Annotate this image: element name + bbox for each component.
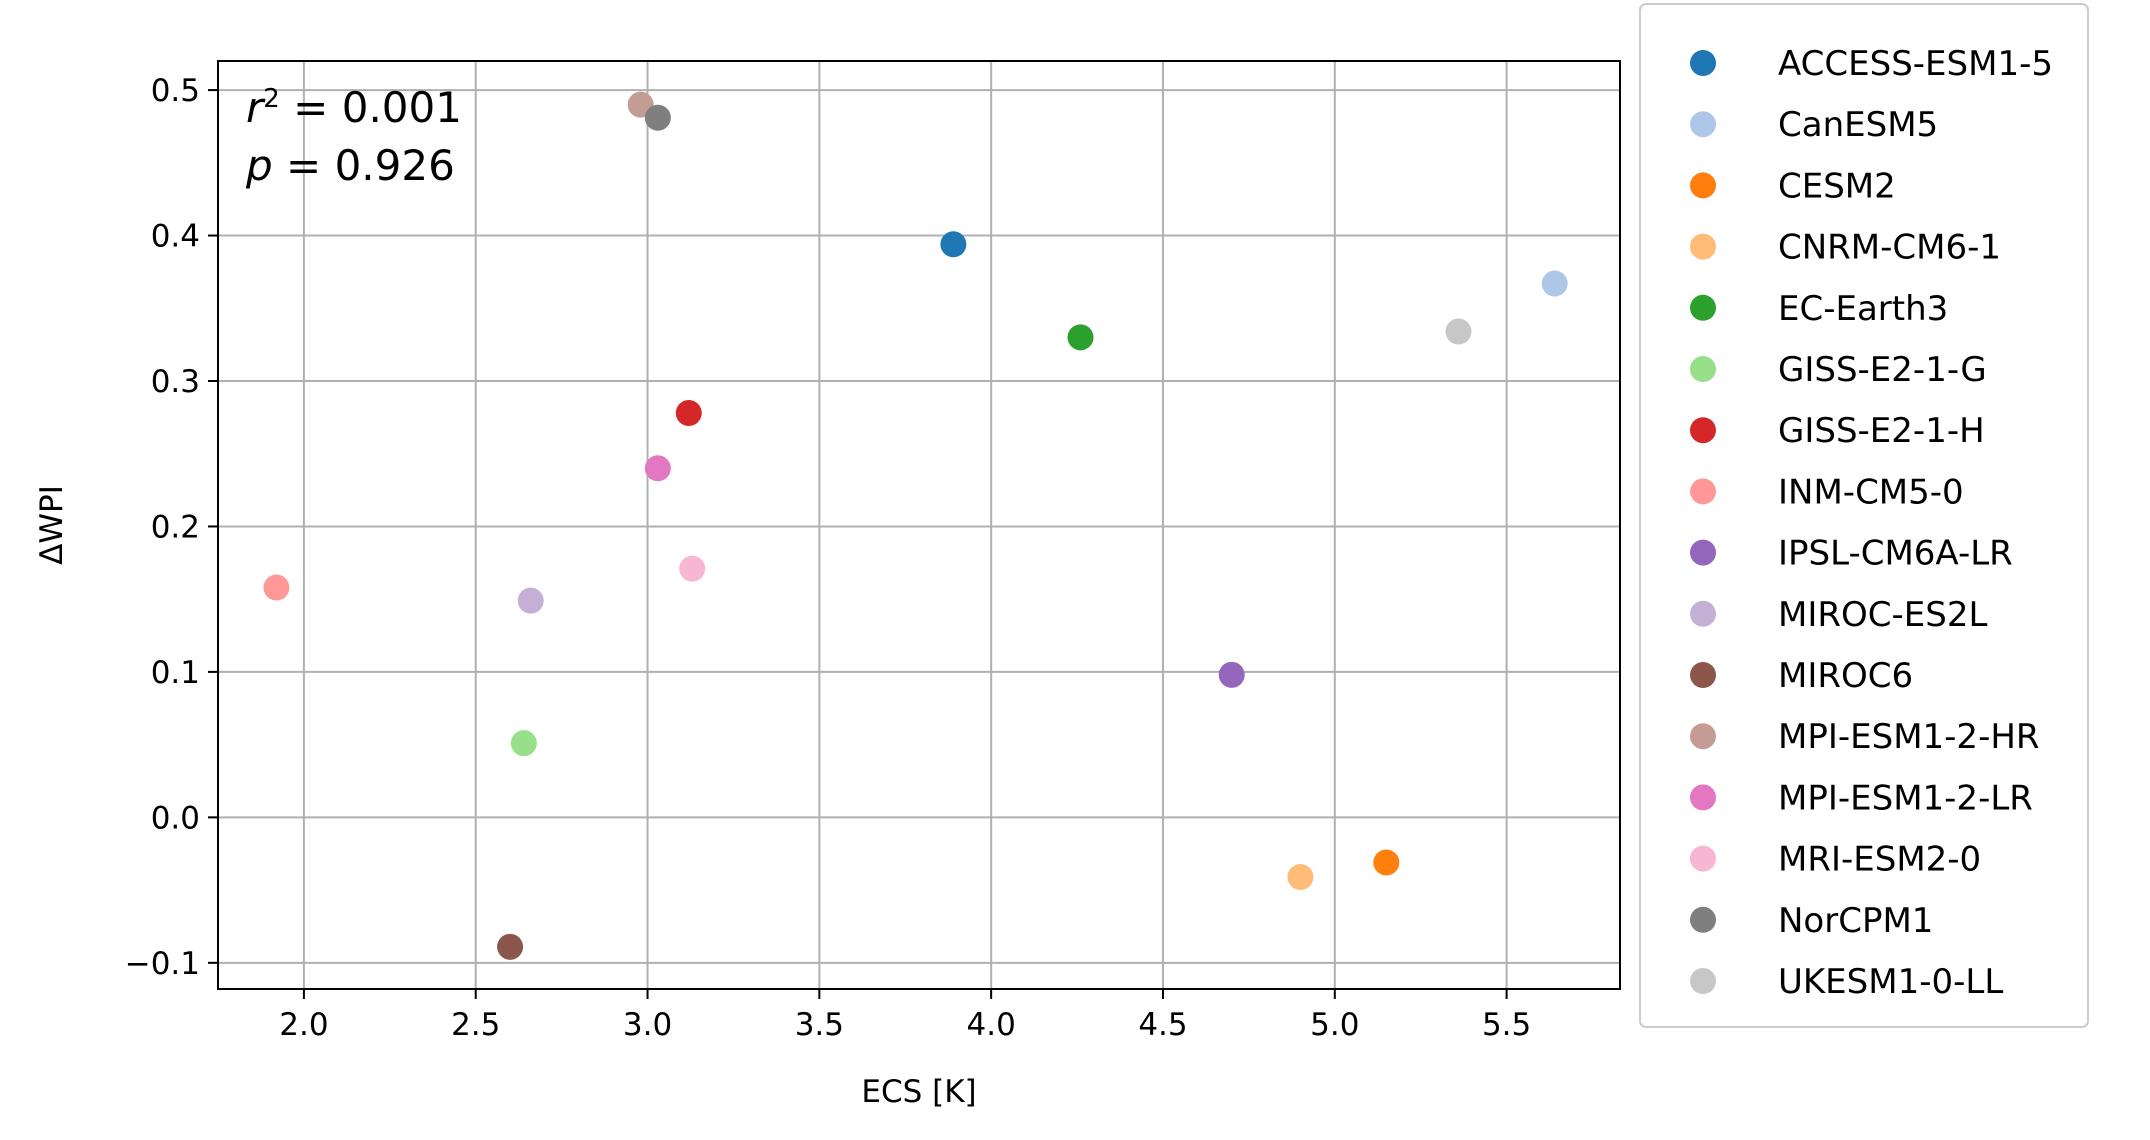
data-point: [1067, 324, 1094, 351]
legend-entry: CanESM5: [1690, 105, 1938, 145]
legend-label: GISS-E2-1-G: [1778, 350, 1987, 390]
legend-label: MPI-ESM1-2-HR: [1778, 717, 2040, 757]
legend-items: ACCESS-ESM1-5 CanESM5 CESM2 CNRM-CM6-1 EC-Ea…: [1690, 44, 2053, 1002]
legend-label: MIROC6: [1778, 656, 1913, 696]
legend-label: MRI-ESM2-0: [1778, 840, 1981, 880]
data-point: [1287, 864, 1314, 890]
p-value-annotation: p = 0.926: [245, 141, 455, 190]
data-point: [940, 231, 967, 258]
data-point: [644, 104, 671, 131]
legend-entry: NorCPM1: [1690, 901, 1933, 941]
y-tick-label: −0.1: [125, 946, 200, 982]
legend-entry: MIROC-ES2L: [1690, 595, 1987, 635]
legend-entry: MPI-ESM1-2-HR: [1690, 717, 2040, 757]
legend-entry: MRI-ESM2-0: [1690, 840, 1981, 880]
legend-marker: [1690, 172, 1716, 199]
legend-entry: ACCESS-ESM1-5: [1690, 44, 2053, 84]
x-tick-label: 3.0: [623, 1007, 672, 1043]
legend-label: MPI-ESM1-2-LR: [1778, 778, 2033, 818]
y-tick-label: 0.1: [151, 655, 200, 691]
x-axis-label: ECS [K]: [861, 1074, 976, 1110]
legend-label: UKESM1-0-LL: [1778, 962, 2003, 1002]
data-point: [517, 587, 544, 614]
data-point: [1445, 318, 1472, 345]
legend-label: EC-Earth3: [1778, 289, 1948, 329]
legend-entry: CNRM-CM6-1: [1690, 228, 2001, 268]
p-symbol: p: [245, 141, 273, 190]
data-point: [1373, 849, 1400, 876]
legend-entry: GISS-E2-1-G: [1690, 350, 1987, 390]
legend-marker: [1690, 111, 1716, 138]
legend-label: CNRM-CM6-1: [1778, 228, 2001, 268]
legend-marker: [1690, 968, 1716, 994]
legend-entry: EC-Earth3: [1690, 289, 1948, 329]
data-points: [263, 91, 1568, 960]
legend-marker: [1690, 356, 1716, 382]
legend-marker: [1690, 294, 1716, 321]
y-tick-label: 0.4: [151, 219, 200, 255]
data-point: [263, 574, 290, 601]
r-squared-annotation: r2 = 0.001: [246, 83, 462, 132]
legend-label: IPSL-CM6A-LR: [1778, 534, 2013, 574]
legend-label: ACCESS-ESM1-5: [1778, 44, 2053, 84]
x-tick-label: 4.0: [967, 1007, 1016, 1043]
legend-marker: [1690, 233, 1716, 260]
data-point: [1541, 270, 1568, 297]
legend-entry: GISS-E2-1-H: [1690, 411, 1985, 451]
grid-lines: [218, 61, 1620, 989]
legend-entry: UKESM1-0-LL: [1690, 962, 2003, 1002]
y-tick-label: 0.5: [151, 73, 200, 109]
legend-entry: MPI-ESM1-2-LR: [1690, 778, 2033, 818]
legend-label: GISS-E2-1-H: [1778, 411, 1985, 451]
r-value: = 0.001: [280, 83, 462, 132]
legend-label: MIROC-ES2L: [1778, 595, 1987, 635]
plot-frame: [217, 60, 1621, 990]
r-symbol: r: [246, 83, 266, 132]
legend: ACCESS-ESM1-5 CanESM5 CESM2 CNRM-CM6-1 EC-Ea…: [1639, 3, 2089, 1028]
data-point: [1218, 661, 1245, 688]
legend-entry: INM-CM5-0: [1690, 472, 1964, 512]
legend-marker: [1690, 50, 1716, 76]
x-tick-label: 5.0: [1310, 1007, 1359, 1043]
legend-frame: [1639, 3, 2089, 1028]
legend-marker: [1690, 417, 1716, 444]
legend-entry: IPSL-CM6A-LR: [1690, 534, 2013, 574]
data-point: [510, 730, 537, 757]
legend-label: NorCPM1: [1778, 901, 1933, 941]
legend-marker: [1690, 906, 1716, 933]
x-tick-label: 2.5: [451, 1007, 500, 1043]
legend-marker: [1690, 784, 1716, 811]
y-tick-label: 0.3: [151, 364, 200, 400]
x-tick-label: 3.5: [795, 1007, 844, 1043]
data-point: [675, 400, 702, 426]
legend-label: INM-CM5-0: [1778, 472, 1964, 512]
r-exponent: 2: [263, 84, 280, 114]
axis-ticks: 2.0 2.5 3.0 3.5 4.0 4.5 5.0 5.5 −0.1 0.0 0.1 0.2 0.3…: [125, 73, 1532, 1043]
y-tick-label: 0.0: [151, 800, 200, 836]
legend-entry: MIROC6: [1690, 656, 1913, 696]
legend-marker: [1690, 478, 1716, 505]
x-tick-label: 2.0: [279, 1007, 328, 1043]
legend-marker: [1690, 600, 1716, 627]
data-point: [497, 933, 524, 960]
legend-marker: [1690, 662, 1716, 688]
y-axis-label: ΔWPI: [34, 485, 70, 565]
legend-marker: [1690, 845, 1716, 872]
y-tick-label: 0.2: [151, 509, 200, 545]
x-tick-label: 5.5: [1482, 1007, 1531, 1043]
legend-label: CanESM5: [1778, 105, 1938, 145]
data-point: [679, 555, 706, 582]
x-tick-label: 4.5: [1138, 1007, 1187, 1043]
legend-marker: [1690, 723, 1716, 750]
legend-entry: CESM2: [1690, 166, 1896, 206]
p-value: = 0.926: [273, 141, 455, 190]
data-point: [644, 455, 671, 482]
legend-label: CESM2: [1778, 166, 1896, 206]
legend-marker: [1690, 539, 1716, 566]
